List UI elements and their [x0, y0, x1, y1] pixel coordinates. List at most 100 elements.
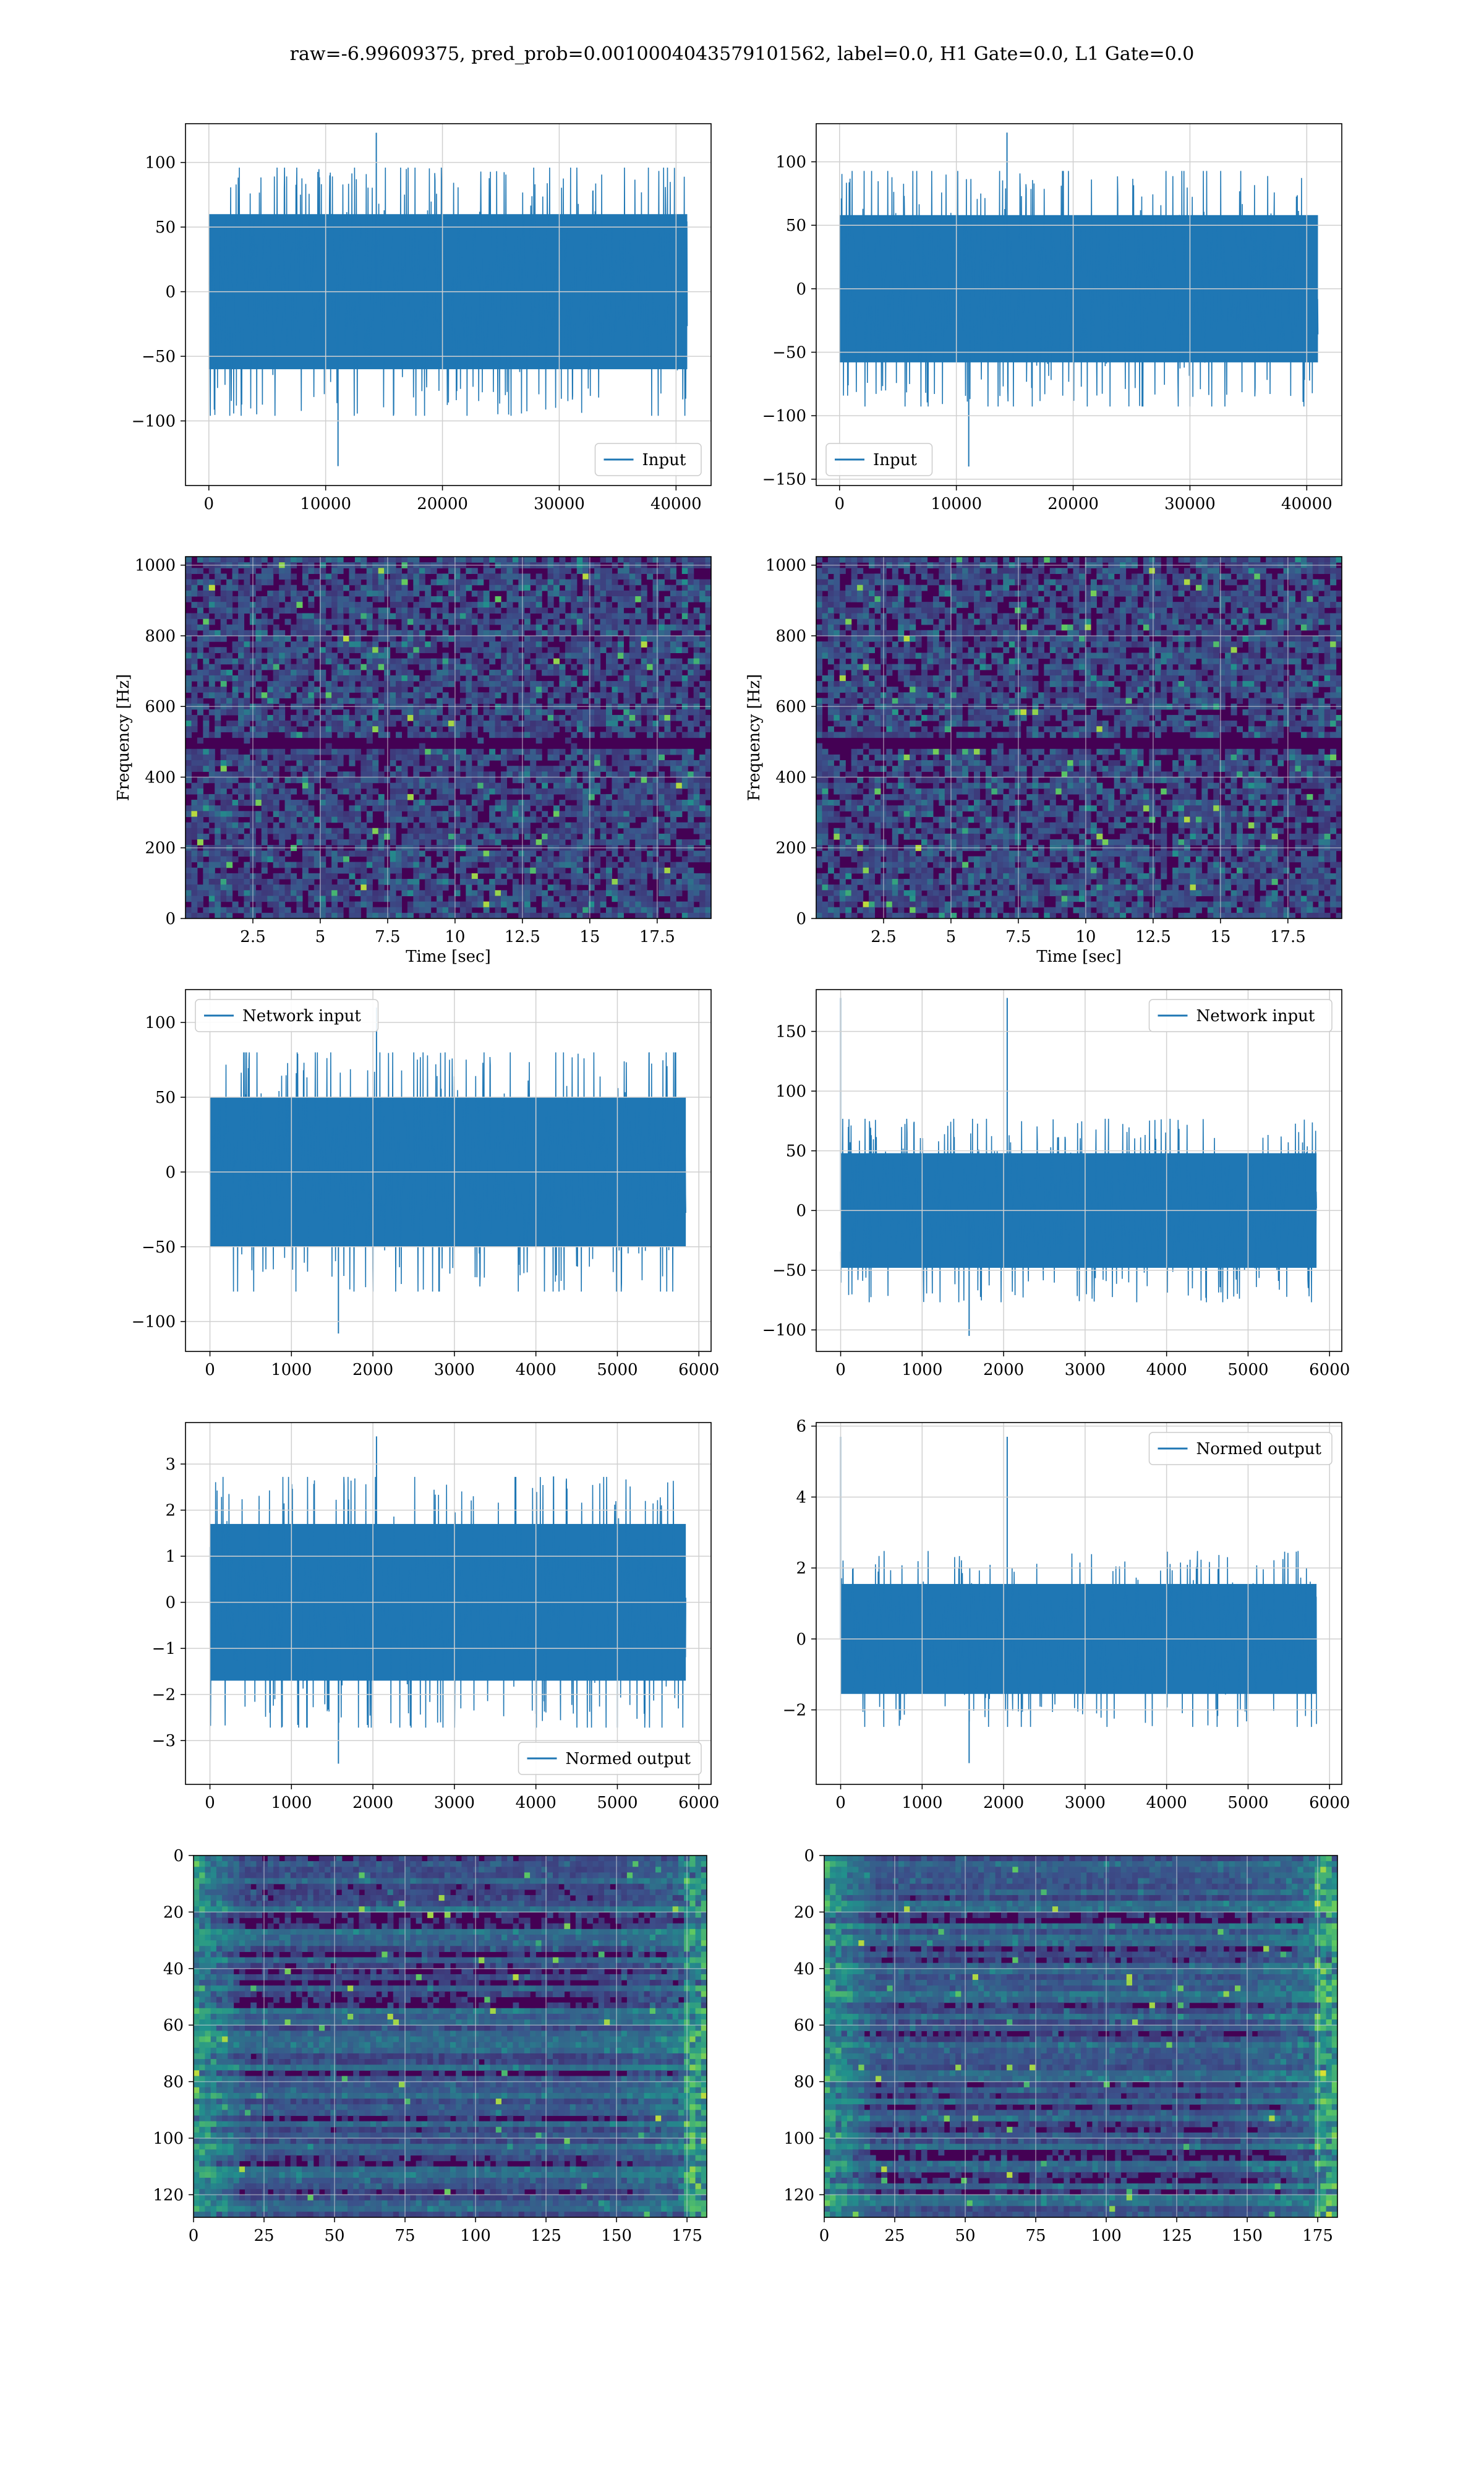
- heatmap-cell: [343, 884, 350, 891]
- heatmap-cell: [571, 557, 578, 563]
- heatmap-cell: [477, 607, 484, 614]
- heatmap-cell: [647, 557, 654, 563]
- heatmap-cell: [845, 635, 852, 642]
- heatmap-cell: [273, 890, 279, 897]
- heatmap-cell: [559, 760, 566, 766]
- heatmap-cell: [839, 850, 846, 857]
- heatmap-cell: [693, 856, 700, 863]
- heatmap-cell: [296, 766, 303, 772]
- heatmap-cell: [705, 805, 711, 811]
- heatmap-cell: [430, 687, 437, 693]
- heatmap-cell: [863, 760, 869, 766]
- heatmap-cell: [437, 816, 443, 823]
- heatmap-cell: [384, 828, 391, 834]
- heatmap-cell: [197, 816, 203, 823]
- heatmap-cell: [396, 816, 403, 823]
- heatmap-cell: [659, 760, 665, 766]
- heatmap-cell: [874, 748, 881, 755]
- heatmap-cell: [459, 613, 466, 620]
- heatmap-cell: [688, 557, 694, 563]
- heatmap-cell: [378, 867, 385, 874]
- heatmap-cell: [471, 590, 478, 597]
- heatmap-cell: [226, 698, 233, 704]
- heatmap-cell: [448, 907, 455, 914]
- heatmap-cell: [571, 573, 578, 580]
- heatmap-cell: [816, 624, 823, 631]
- heatmap-cell: [857, 714, 864, 721]
- heatmap-cell: [816, 681, 823, 687]
- heatmap-cell: [600, 635, 607, 642]
- heatmap-cell: [273, 602, 279, 608]
- heatmap-cell: [454, 613, 461, 620]
- heatmap-cell: [834, 782, 840, 789]
- heatmap-cell: [425, 833, 432, 840]
- heatmap-cell: [612, 698, 618, 704]
- heatmap-cell: [419, 862, 425, 868]
- heatmap-cell: [407, 805, 414, 811]
- heatmap-cell: [827, 811, 834, 818]
- heatmap-cell: [372, 709, 379, 716]
- heatmap-cell: [839, 714, 846, 721]
- heatmap-cell: [208, 675, 215, 682]
- heatmap-cell: [617, 573, 624, 580]
- heatmap-cell: [407, 777, 414, 784]
- heatmap-cell: [869, 800, 876, 806]
- heatmap-cell: [396, 896, 403, 902]
- heatmap-cell: [448, 811, 455, 818]
- heatmap-cell: [284, 681, 291, 687]
- heatmap-cell: [366, 748, 373, 755]
- heatmap-cell: [705, 687, 711, 693]
- heatmap-cell: [664, 873, 671, 880]
- heatmap-cell: [454, 709, 461, 716]
- heatmap-cell: [203, 833, 210, 840]
- heatmap-cell: [553, 867, 560, 874]
- heatmap-cell: [215, 839, 221, 845]
- heatmap-cell: [530, 721, 537, 727]
- heatmap-cell: [588, 760, 595, 766]
- heatmap-cell: [308, 624, 315, 631]
- heatmap-cell: [652, 687, 659, 693]
- heatmap-cell: [839, 839, 846, 845]
- heatmap-cell: [827, 647, 834, 653]
- heatmap-cell: [203, 624, 210, 631]
- heatmap-cell: [600, 805, 607, 811]
- heatmap-cell: [693, 879, 700, 885]
- heatmap-cell: [623, 879, 630, 885]
- heatmap-cell: [407, 653, 414, 659]
- heatmap-cell: [442, 912, 449, 918]
- heatmap-cell: [378, 664, 385, 670]
- heatmap-cell: [635, 771, 642, 778]
- heatmap-cell: [308, 613, 315, 620]
- heatmap-cell: [588, 822, 595, 829]
- heatmap-cell: [699, 618, 706, 625]
- heatmap-cell: [203, 579, 210, 586]
- heatmap-cell: [869, 721, 876, 727]
- heatmap-cell: [565, 584, 571, 591]
- heatmap-cell: [437, 658, 443, 665]
- heatmap-cell: [547, 726, 554, 732]
- heatmap-cell: [442, 811, 449, 818]
- heatmap-cell: [437, 901, 443, 908]
- heatmap-cell: [547, 833, 554, 840]
- heatmap-cell: [863, 856, 869, 863]
- heatmap-cell: [886, 635, 893, 642]
- heatmap-cell: [279, 856, 286, 863]
- heatmap-cell: [641, 607, 647, 614]
- heatmap-cell: [471, 618, 478, 625]
- heatmap-cell: [869, 613, 876, 620]
- heatmap-cell: [641, 766, 647, 772]
- heatmap-cell: [191, 873, 198, 880]
- heatmap-cell: [659, 777, 665, 784]
- heatmap-cell: [576, 647, 583, 653]
- x-tick-label: 10000: [300, 495, 351, 513]
- heatmap-cell: [366, 771, 373, 778]
- heatmap-cell: [337, 618, 344, 625]
- heatmap-cell: [354, 624, 361, 631]
- heatmap-cell: [413, 613, 420, 620]
- heatmap-cell: [454, 867, 461, 874]
- heatmap-cell: [226, 890, 233, 897]
- heatmap-cell: [302, 647, 309, 653]
- heatmap-cell: [360, 800, 367, 806]
- heatmap-cell: [320, 675, 326, 682]
- heatmap-cell: [384, 647, 391, 653]
